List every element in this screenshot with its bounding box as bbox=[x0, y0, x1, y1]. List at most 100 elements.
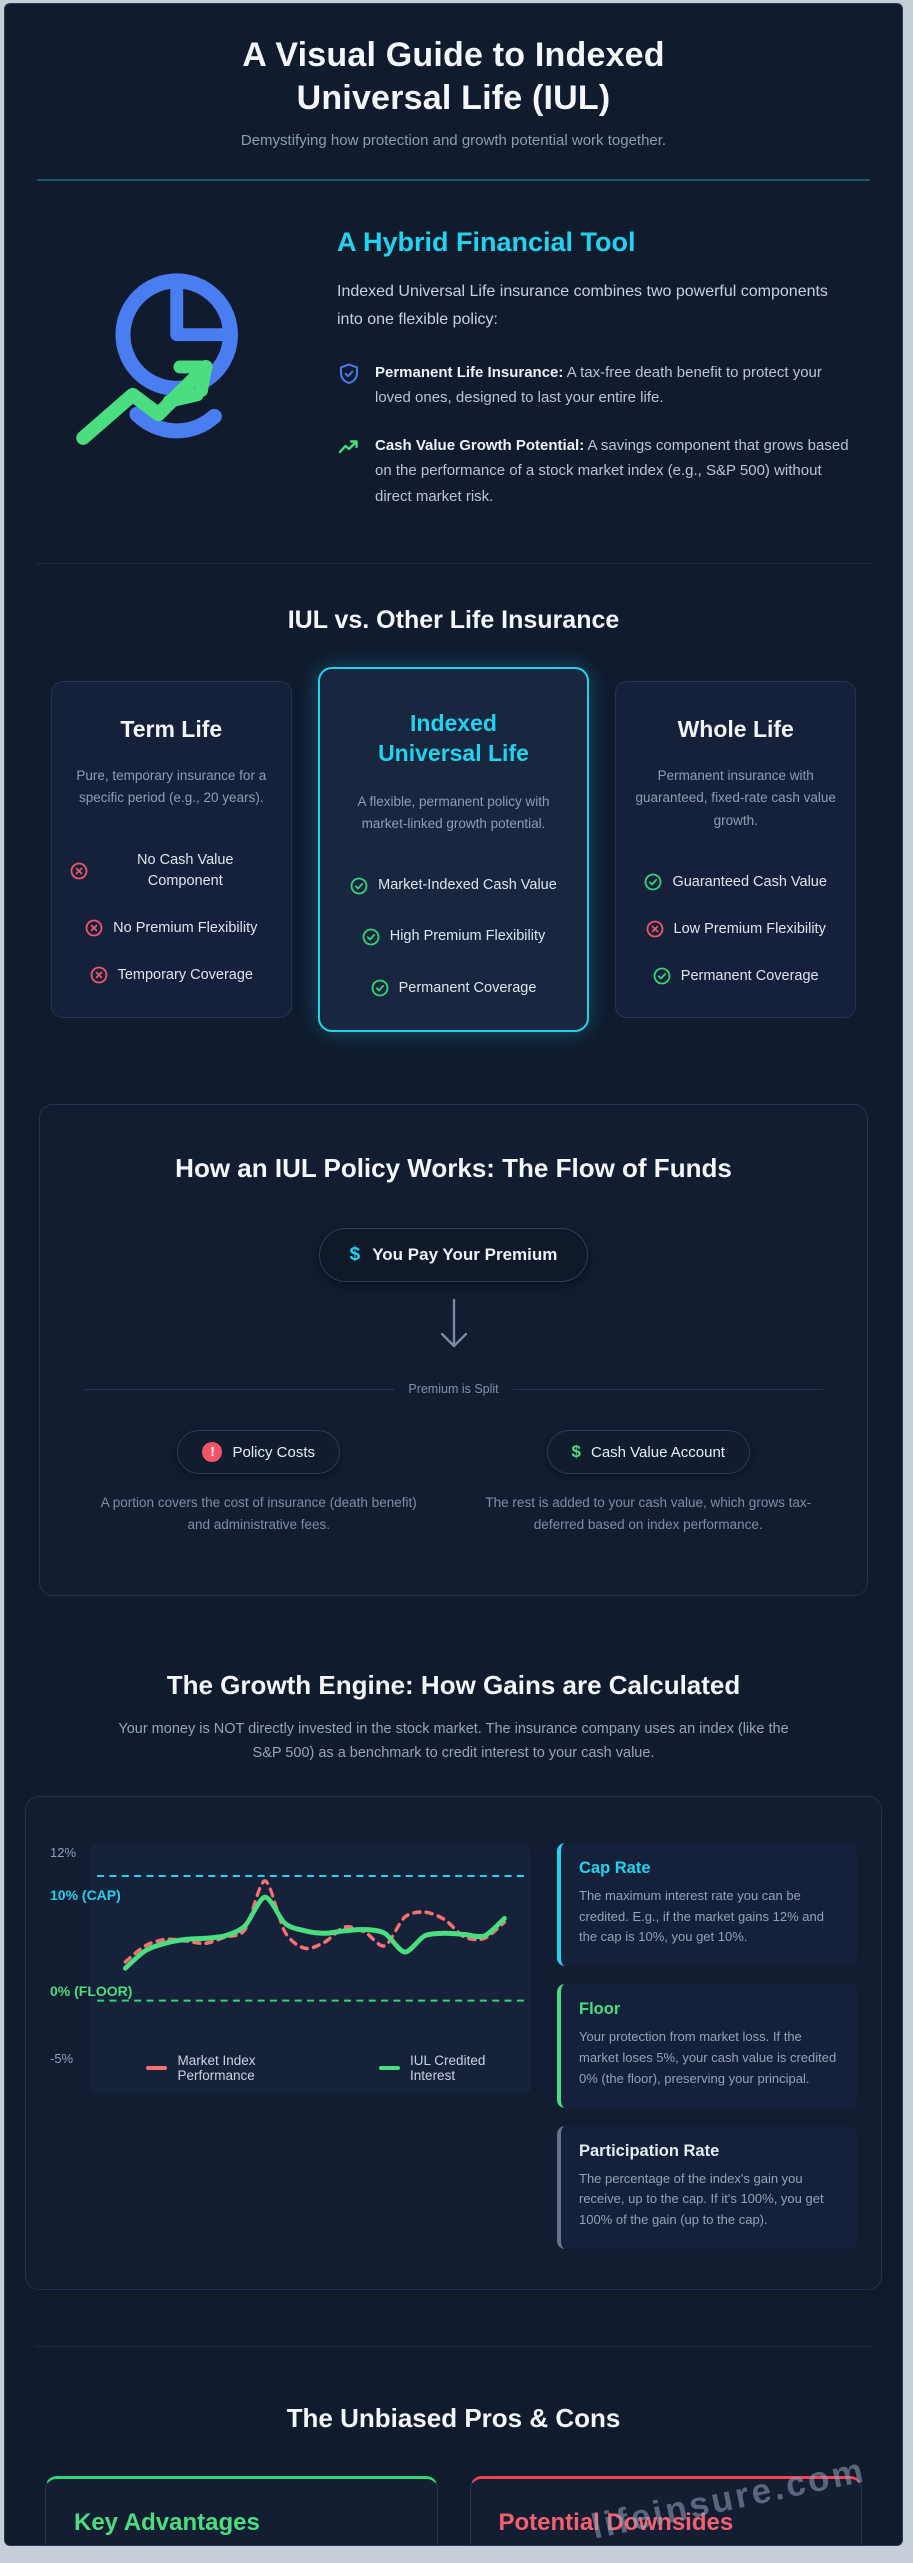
section-divider bbox=[35, 563, 872, 565]
list-item: High Premium Flexibility bbox=[338, 926, 570, 947]
card-description: Permanent insurance with guaranteed, fix… bbox=[635, 768, 836, 828]
comparison-section: IUL vs. Other Life Insurance Term Life P… bbox=[5, 564, 902, 1076]
hybrid-intro: Indexed Universal Life insurance combine… bbox=[337, 282, 828, 328]
branch-policy-costs: ! Policy Costs A portion covers the cost… bbox=[84, 1430, 434, 1537]
defcard-title: Cap Rate bbox=[579, 1858, 651, 1877]
list-item: Permanent Coverage bbox=[338, 978, 570, 999]
advantages-card: Key Advantages Tax-Deferred Growth: Your… bbox=[45, 2475, 438, 2545]
circle-check-icon bbox=[653, 967, 671, 985]
policy-costs-label: Policy Costs bbox=[232, 1443, 316, 1461]
cash-value-description: The rest is added to your cash value, wh… bbox=[485, 1495, 812, 1533]
card-description: Pure, temporary insurance for a specific… bbox=[76, 768, 267, 806]
circle-check-icon bbox=[362, 928, 380, 946]
legend-market: Market Index Performance bbox=[146, 2053, 333, 2083]
premium-pill-label: You Pay Your Premium bbox=[372, 1245, 558, 1264]
circle-x-icon bbox=[85, 919, 103, 937]
flow-branches: ! Policy Costs A portion covers the cost… bbox=[84, 1430, 823, 1537]
trend-up-icon bbox=[337, 433, 361, 510]
chart-legend: Market Index Performance IUL Credited In… bbox=[146, 2053, 531, 2083]
ytick-cap: 10% (CAP) bbox=[50, 1886, 121, 1903]
list-item: Temporary Coverage bbox=[70, 965, 273, 986]
ytick-neg5: -5% bbox=[50, 2050, 74, 2066]
list-item: Guaranteed Cash Value bbox=[634, 872, 837, 893]
proscons-section: The Unbiased Pros & Cons Key Advantages … bbox=[5, 2347, 902, 2545]
defcard-participation-rate: Participation Rate The percentage of the… bbox=[557, 2125, 857, 2249]
card-title: Indexed Universal Life bbox=[338, 709, 570, 769]
defcard-text: The percentage of the index's gain you r… bbox=[579, 2170, 824, 2228]
market-line-swatch bbox=[146, 2065, 168, 2070]
defcard-title: Participation Rate bbox=[579, 2141, 720, 2160]
hybrid-bullet-growth: Cash Value Growth Potential: A savings c… bbox=[337, 433, 850, 510]
flow-heading: How an IUL Policy Works: The Flow of Fun… bbox=[175, 1153, 732, 1183]
hybrid-text: A Hybrid Financial Tool Indexed Universa… bbox=[337, 227, 850, 510]
legend-market-label: Market Index Performance bbox=[177, 2052, 256, 2083]
growth-section: The Growth Engine: How Gains are Calcula… bbox=[5, 1596, 902, 2290]
list-item-label: Permanent Coverage bbox=[680, 967, 819, 984]
section-divider bbox=[35, 2345, 872, 2347]
defcard-floor: Floor Your protection from market loss. … bbox=[557, 1984, 857, 2108]
definitions-column: Cap Rate The maximum interest rate you c… bbox=[557, 1842, 857, 2249]
list-item: No Cash Value Component bbox=[70, 850, 273, 892]
list-item: Permanent Coverage bbox=[634, 966, 837, 987]
growth-card: 12% 10% (CAP) 0% (FLOOR) -5% Market Inde… bbox=[25, 1795, 882, 2290]
hybrid-section: A Hybrid Financial Tool Indexed Universa… bbox=[5, 181, 902, 564]
page-title: A Visual Guide to Indexed Universal Life… bbox=[5, 34, 902, 120]
card-title: Term Life bbox=[120, 716, 223, 743]
legend-iul: IUL Credited Interest bbox=[378, 2052, 531, 2083]
shield-check-icon bbox=[337, 360, 361, 411]
downsides-card: Potential Downsides Caps on Returns: You… bbox=[469, 2475, 862, 2545]
branch-cash-value: $ Cash Value Account The rest is added t… bbox=[474, 1430, 824, 1537]
legend-iul-label: IUL Credited Interest bbox=[410, 2052, 486, 2083]
list-item-label: No Cash Value Component bbox=[137, 851, 234, 889]
split-label: Premium is Split bbox=[408, 1382, 499, 1396]
pie-growth-illustration bbox=[43, 253, 303, 483]
card-whole-life: Whole Life Permanent insurance with guar… bbox=[615, 681, 856, 1018]
comparison-heading: IUL vs. Other Life Insurance bbox=[287, 606, 620, 635]
hybrid-bullet-permanent: Permanent Life Insurance: A tax-free dea… bbox=[337, 360, 850, 411]
bullet-text: A tax-free death benefit to protect your… bbox=[375, 363, 822, 407]
flow-section: How an IUL Policy Works: The Flow of Fun… bbox=[39, 1104, 868, 1596]
iul-line-swatch bbox=[378, 2065, 401, 2070]
list-item-label: Market-Indexed Cash Value bbox=[378, 877, 557, 894]
bullet-title: Cash Value Growth Potential: bbox=[375, 436, 585, 454]
card-title-line1: Indexed bbox=[410, 710, 497, 737]
list-item-label: Guaranteed Cash Value bbox=[672, 873, 827, 890]
card-indexed-universal-life: Indexed Universal Life A flexible, perma… bbox=[317, 667, 590, 1032]
list-item-label: High Premium Flexibility bbox=[389, 928, 546, 945]
page-title-line1: A Visual Guide to Indexed bbox=[242, 36, 665, 74]
ytick-12: 12% bbox=[50, 1844, 77, 1860]
card-description: A flexible, permanent policy with market… bbox=[357, 793, 550, 832]
chart-curves bbox=[97, 1874, 524, 2002]
cash-value-label: Cash Value Account bbox=[590, 1443, 725, 1461]
advantages-title: Key Advantages bbox=[74, 2508, 260, 2536]
bullet-text: A savings component that grows based on … bbox=[375, 436, 849, 505]
alert-icon: ! bbox=[202, 1442, 223, 1462]
list-item: Market-Indexed Cash Value bbox=[338, 875, 570, 896]
pie-chart-trend-illustration bbox=[75, 273, 238, 445]
card-title: Whole Life bbox=[677, 716, 794, 743]
growth-subtitle: Your money is NOT directly invested in t… bbox=[118, 1720, 789, 1762]
list-item-label: Temporary Coverage bbox=[117, 966, 253, 983]
circle-check-icon bbox=[644, 873, 662, 891]
defcard-text: The maximum interest rate you can be cre… bbox=[579, 1887, 824, 1945]
bullet-title: Permanent Life Insurance: bbox=[375, 363, 564, 381]
proscons-grid: Key Advantages Tax-Deferred Growth: Your… bbox=[45, 2475, 862, 2545]
circle-x-icon bbox=[90, 966, 108, 984]
premium-split-divider: Premium is Split bbox=[84, 1382, 823, 1396]
header-divider bbox=[37, 178, 870, 181]
list-item: Low Premium Flexibility bbox=[634, 919, 837, 940]
list-item-label: No Premium Flexibility bbox=[113, 919, 258, 936]
cash-value-pill: $ Cash Value Account bbox=[546, 1430, 750, 1474]
proscons-heading: The Unbiased Pros & Cons bbox=[286, 2402, 621, 2433]
downsides-title: Potential Downsides bbox=[498, 2508, 734, 2536]
comparison-grid: Term Life Pure, temporary insurance for … bbox=[51, 667, 856, 1032]
card-title-line2: Universal Life bbox=[378, 740, 529, 767]
arrow-down-icon bbox=[440, 1298, 467, 1348]
defcard-title: Floor bbox=[579, 2000, 621, 2019]
dollar-icon: $ bbox=[349, 1244, 361, 1265]
chart-panel: Market Index Performance IUL Credited In… bbox=[90, 1842, 531, 2095]
ytick-floor: 0% (FLOOR) bbox=[50, 1982, 133, 1999]
policy-costs-pill: ! Policy Costs bbox=[177, 1430, 341, 1474]
circle-x-icon bbox=[70, 862, 88, 880]
circle-check-icon bbox=[371, 979, 389, 997]
